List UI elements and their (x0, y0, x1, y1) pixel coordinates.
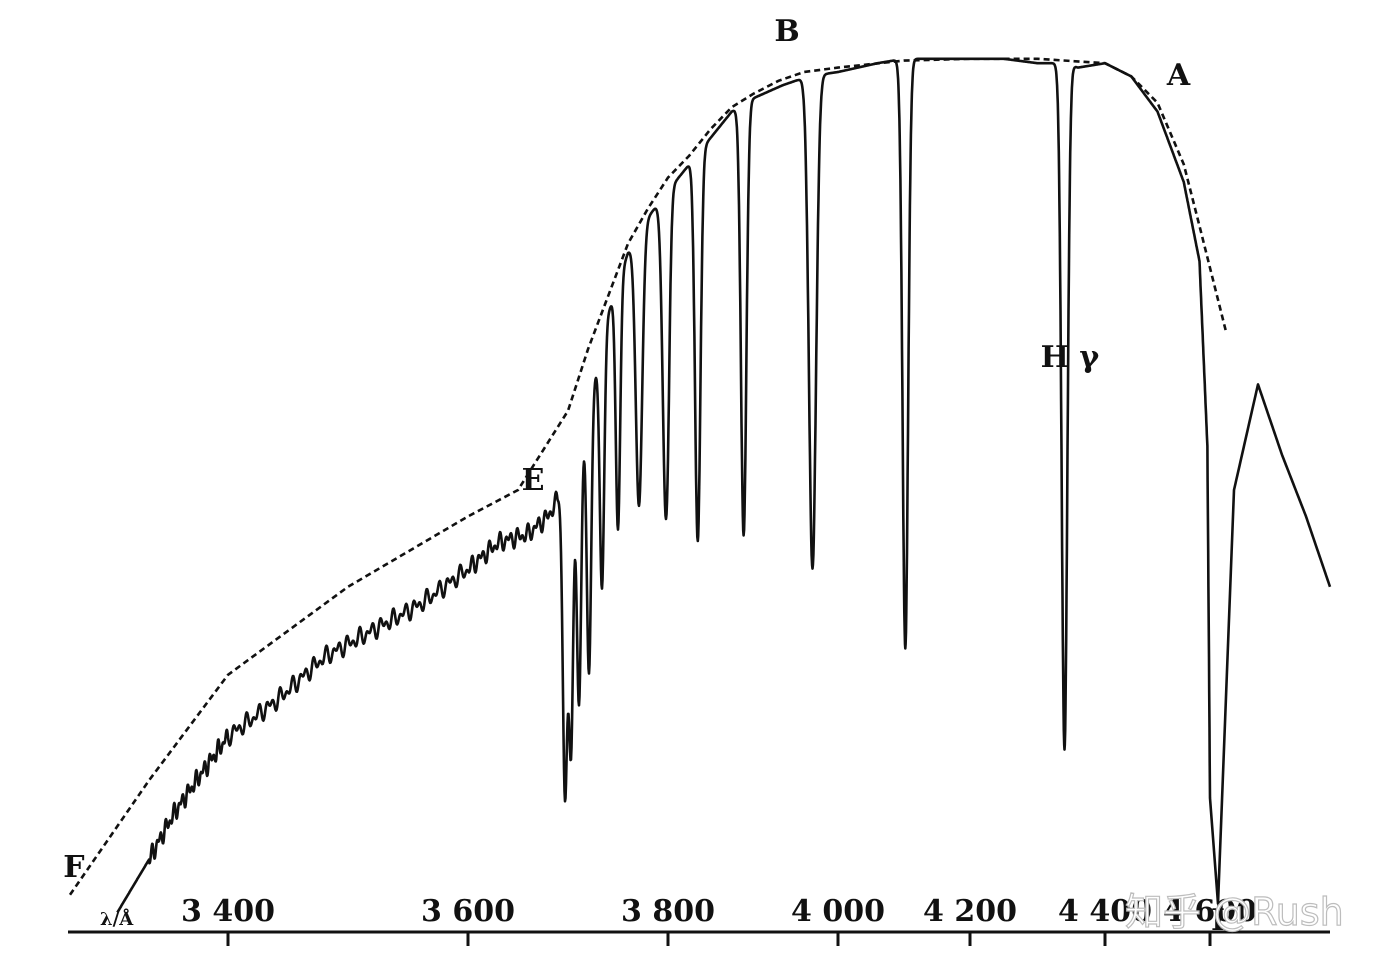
envelope-group (68, 57, 1228, 896)
spectrum-line (116, 57, 1332, 914)
point-label: I (1211, 903, 1225, 938)
x-tick-label: 3 600 (421, 894, 515, 929)
watermark-text: 知乎 @Rush (1125, 890, 1344, 934)
series-group (116, 57, 1332, 914)
point-label: E (522, 463, 545, 498)
x-tick-label: 4 600 (1163, 894, 1257, 929)
point-label: B (774, 14, 799, 49)
x-tick-label: 3 800 (621, 894, 715, 929)
continuum-envelope-line (68, 57, 1228, 896)
point-label: H γ (1041, 340, 1100, 375)
x-tick-label: 4 000 (791, 894, 885, 929)
annotation-group: F E B A H γ I (63, 14, 1225, 938)
point-label: A (1166, 58, 1191, 93)
point-label: F (63, 850, 84, 885)
x-tick-label: 4 400 (1058, 894, 1152, 929)
tick-group: 3 400 3 600 3 800 4 000 4 200 4 400 4 600 (181, 894, 1257, 946)
x-axis: λ/Å (68, 907, 1330, 934)
x-tick-label: 3 400 (181, 894, 275, 929)
x-tick-label: 4 200 (923, 894, 1017, 929)
axis-unit-label: λ/Å (100, 907, 134, 930)
